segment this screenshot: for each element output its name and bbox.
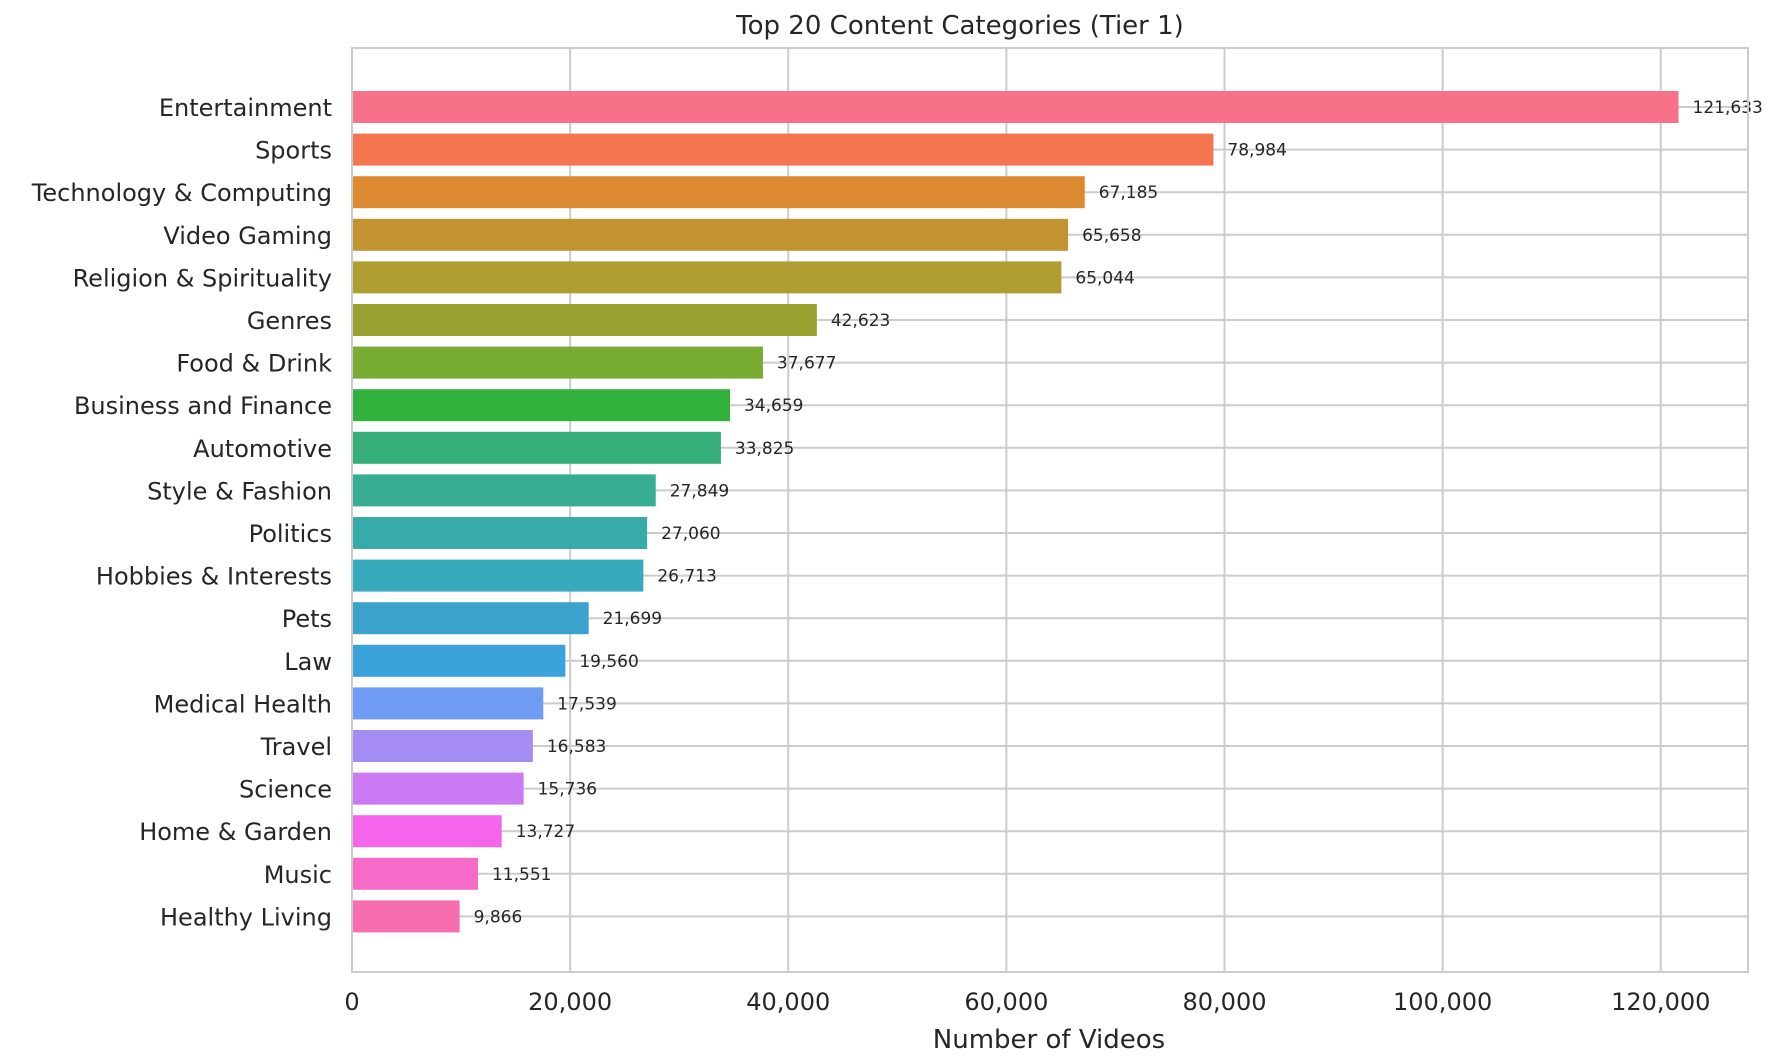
bar [352, 474, 656, 507]
bar [352, 644, 566, 677]
chart-title: Top 20 Content Categories (Tier 1) [735, 11, 1184, 41]
bar-value-label: 27,849 [670, 481, 729, 501]
bar-value-label: 65,658 [1082, 226, 1141, 246]
bar [352, 857, 478, 890]
bar-value-label: 42,623 [831, 311, 890, 331]
bar [352, 431, 721, 464]
bar-value-label: 21,699 [603, 609, 662, 629]
category-label: Travel [260, 733, 332, 761]
x-tick-label: 80,000 [1183, 988, 1267, 1016]
category-label: Style & Fashion [147, 477, 332, 505]
bar-value-label: 121,633 [1693, 98, 1763, 118]
bars-layer [352, 91, 1679, 933]
category-label: Entertainment [159, 94, 332, 122]
category-label: Business and Finance [74, 392, 332, 420]
bar [352, 559, 644, 592]
bar-value-label: 78,984 [1227, 141, 1286, 161]
bar [352, 517, 648, 549]
bar [352, 815, 502, 848]
x-tick-label: 100,000 [1393, 988, 1492, 1016]
bar-value-label: 34,659 [744, 396, 803, 416]
category-label: Law [284, 648, 332, 676]
bar [352, 687, 544, 720]
bar [352, 304, 817, 336]
category-label: Sports [255, 137, 332, 165]
x-tick-label: 60,000 [964, 988, 1048, 1016]
category-label: Automotive [193, 435, 332, 463]
bar-value-label: 13,727 [516, 822, 575, 842]
bar-value-label: 17,539 [557, 694, 616, 714]
x-axis-label: Number of Videos [933, 1025, 1165, 1055]
x-tick-labels-layer: 0 20,000 40,000 60,000 80,000 100,000 120,000 [344, 988, 1710, 1016]
bar-value-label: 9,866 [474, 907, 523, 927]
bar-value-label: 19,560 [579, 652, 638, 672]
data-labels-layer: 121,633 78,984 67,185 65,658 65,044 42,623 37,… [474, 98, 1763, 927]
x-tick-label: 20,000 [528, 988, 612, 1016]
category-label: Science [239, 776, 332, 804]
bar-value-label: 26,713 [657, 567, 716, 587]
x-tick-label: 0 [344, 988, 359, 1016]
bar [352, 176, 1085, 209]
bar-value-label: 33,825 [735, 439, 794, 459]
bar-value-label: 27,060 [661, 524, 720, 544]
plot-frame [351, 47, 1749, 973]
bar [352, 91, 1679, 123]
bar [352, 772, 524, 805]
bar-value-label: 15,736 [538, 780, 597, 800]
bar [352, 602, 589, 635]
bar [352, 218, 1069, 251]
bar [352, 900, 460, 933]
bar [352, 133, 1214, 166]
category-label: Home & Garden [139, 818, 332, 846]
category-label: Hobbies & Interests [96, 563, 332, 591]
category-label: Genres [247, 307, 332, 335]
category-label: Politics [249, 520, 332, 548]
bar-value-label: 37,677 [777, 354, 836, 374]
bar [352, 346, 763, 379]
category-label: Video Gaming [163, 222, 332, 250]
x-tick-label: 120,000 [1611, 988, 1710, 1016]
bar [352, 389, 730, 422]
category-label: Music [264, 861, 332, 889]
category-labels-layer: Entertainment Sports Technology & Computin… [31, 94, 332, 931]
bar [352, 261, 1062, 294]
bar-value-label: 16,583 [547, 737, 606, 757]
category-label: Food & Drink [176, 350, 332, 378]
category-label: Pets [282, 605, 332, 633]
bar [352, 730, 533, 762]
category-label: Healthy Living [160, 903, 332, 931]
bar-value-label: 11,551 [492, 865, 551, 885]
category-label: Medical Health [154, 690, 332, 718]
bar-value-label: 67,185 [1099, 183, 1158, 203]
category-label: Religion & Spirituality [73, 264, 332, 292]
x-tick-label: 40,000 [746, 988, 830, 1016]
bar-value-label: 65,044 [1075, 268, 1134, 288]
category-label: Technology & Computing [31, 179, 332, 207]
